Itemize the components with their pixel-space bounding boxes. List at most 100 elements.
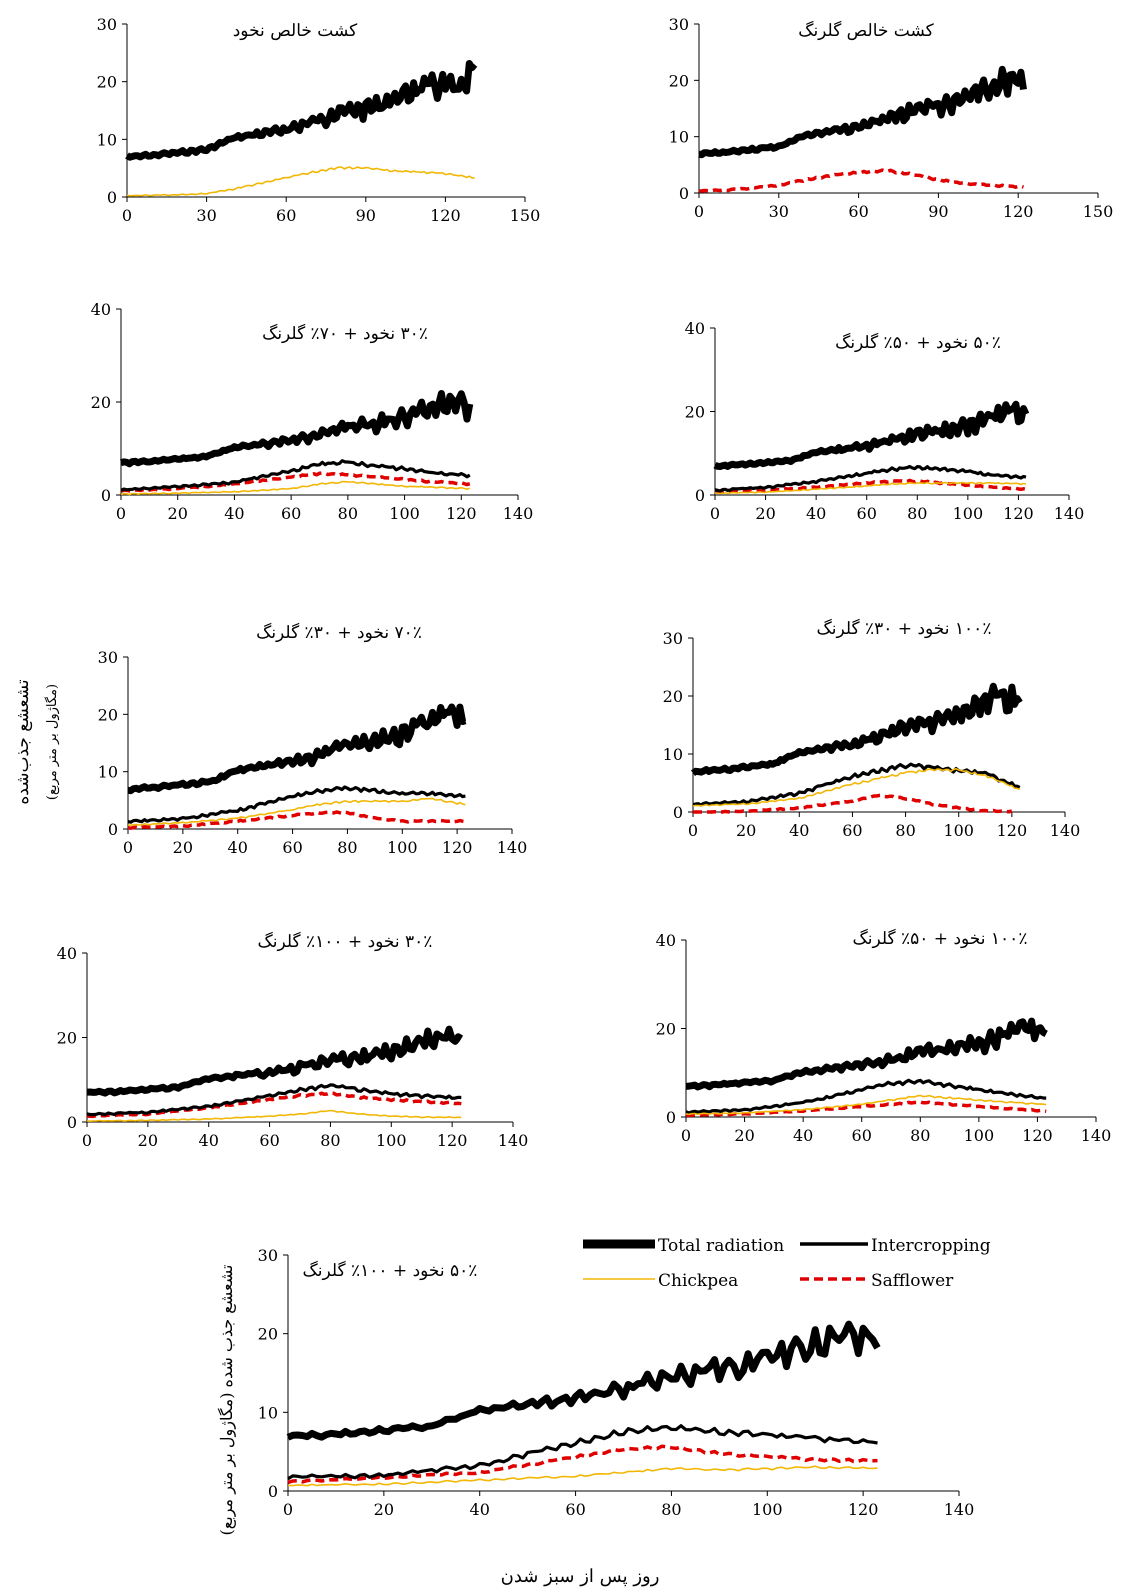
x-tick-label: 0	[681, 1126, 691, 1145]
chart-title: ۵۰٪ نخود + ۱۰۰٪ گلرنگ	[303, 1260, 478, 1281]
x-tick-label: 40	[793, 1126, 813, 1145]
x-tick-label: 20	[138, 1131, 158, 1150]
series-line-chick	[692, 767, 1021, 807]
y-tick-label: 20	[663, 687, 683, 706]
chart-panel-6: 0 20 40 60 80 100 120 140 0 10 20 30 ۱۰۰٪ نخود + ۳۰٪…	[663, 618, 1081, 840]
chart-panel-7: 0 20 40 60 80 100 120 140 0 20 40 ۳۰٪ نخود + ۱۰۰٪ گ…	[57, 931, 529, 1150]
series-line-total	[125, 60, 478, 161]
chart-panel-8: 0 20 40 60 80 100 120 140 0 20 40 ۱۰۰٪ نخود + ۵۰٪ گ…	[656, 928, 1112, 1145]
y-tick-label: 0	[268, 1482, 278, 1501]
x-tick-label: 80	[661, 1500, 681, 1519]
x-tick-label: 140	[497, 838, 528, 857]
x-tick-label: 90	[928, 202, 948, 221]
y-tick-label: 30	[258, 1246, 278, 1265]
left-y-axis-label: تشعشع جذب‌شده	[13, 679, 33, 804]
series-line-total	[685, 1017, 1048, 1091]
x-tick-label: 100	[964, 1126, 995, 1145]
x-tick-label: 120	[1003, 202, 1034, 221]
series-line-saff	[693, 793, 1013, 814]
y-tick-label: 40	[685, 319, 705, 338]
x-tick-label: 40	[470, 1500, 490, 1519]
legend-intercropping-label: Intercropping	[871, 1236, 991, 1256]
y-tick-label: 0	[666, 1108, 676, 1127]
chart-title: ۱۰۰٪ نخود + ۵۰٪ گلرنگ	[853, 928, 1028, 949]
y-tick-label: 10	[669, 128, 689, 147]
x-tick-label: 60	[276, 206, 296, 225]
x-tick-label: 120	[1022, 1126, 1053, 1145]
x-tick-label: 20	[374, 1500, 394, 1519]
series-line-inter	[127, 785, 466, 824]
x-tick-label: 120	[442, 838, 473, 857]
series-line-inter	[120, 459, 471, 492]
x-tick-label: 150	[510, 206, 541, 225]
series-line-saff	[699, 168, 1025, 193]
series-line-inter	[714, 464, 1027, 493]
x-tick-label: 150	[1083, 202, 1114, 221]
y-tick-label: 20	[57, 1029, 77, 1048]
x-tick-label: 60	[282, 838, 302, 857]
x-tick-label: 90	[356, 206, 376, 225]
y-tick-label: 20	[97, 73, 117, 92]
y-tick-label: 0	[695, 486, 705, 505]
x-tick-label: 120	[997, 821, 1028, 840]
series-line-chick	[86, 1109, 462, 1122]
bottom-y-axis-title: تشعشع جذب شده (مگاژول بر متر مربع)	[217, 1264, 236, 1535]
x-tick-label: 60	[281, 504, 301, 523]
x-tick-label: 40	[224, 504, 244, 523]
y-tick-label: 40	[57, 944, 77, 963]
chart-panel-1: 0 30 60 90 120 150 0 10 20 30 کشت خالص نخود	[97, 15, 541, 225]
series-line-chick	[126, 166, 475, 197]
x-tick-label: 100	[752, 1500, 783, 1519]
series-line-chick	[120, 480, 471, 496]
y-tick-label: 30	[663, 629, 683, 648]
series-line-total	[698, 65, 1027, 159]
x-tick-label: 0	[694, 202, 704, 221]
x-tick-label: 0	[283, 1500, 293, 1519]
x-tick-label: 40	[228, 838, 248, 857]
y-tick-label: 20	[685, 403, 705, 422]
x-tick-label: 100	[376, 1131, 407, 1150]
series-line-total	[690, 682, 1023, 777]
legend: Total radiation Intercropping Chickpea S…	[583, 1236, 991, 1291]
y-tick-label: 20	[258, 1325, 278, 1344]
series-line-total	[127, 703, 467, 795]
left-y-axis-sublabel: (مگاژول بر متر مربع)	[44, 684, 60, 800]
x-tick-label: 30	[769, 202, 789, 221]
y-tick-label: 10	[663, 745, 683, 764]
legend-total-label: Total radiation	[658, 1236, 784, 1256]
series-line-inter	[86, 1083, 462, 1117]
x-tick-label: 30	[196, 206, 216, 225]
y-tick-label: 40	[656, 931, 676, 950]
chart-panel-2: 0 30 60 90 120 150 0 10 20 30 کشت خالص گلرنگ	[669, 15, 1114, 221]
legend-chickpea-label: Chickpea	[658, 1271, 738, 1291]
chart-title: کشت خالص گلرنگ	[798, 20, 934, 41]
chart-title: ۳۰٪ نخود + ۱۰۰٪ گلرنگ	[258, 931, 433, 952]
series-line-total	[120, 390, 474, 468]
x-tick-label: 140	[1054, 504, 1085, 523]
series-line-inter	[287, 1424, 878, 1481]
chart-title: ۱۰۰٪ نخود + ۳۰٪ گلرنگ	[817, 618, 992, 639]
legend-safflower-label: Safflower	[871, 1271, 954, 1291]
y-tick-label: 20	[669, 71, 689, 90]
series-line-saff	[714, 478, 1027, 494]
x-tick-label: 0	[122, 206, 132, 225]
left-y-axis-subtitle: (مگاژول بر متر مربع)	[44, 684, 60, 800]
x-tick-label: 60	[565, 1500, 585, 1519]
series-line-inter	[685, 1078, 1047, 1115]
x-axis-title: روز پس از سبز شدن	[501, 1566, 660, 1587]
x-tick-label: 100	[389, 504, 420, 523]
x-tick-label: 0	[688, 821, 698, 840]
y-tick-label: 40	[91, 300, 111, 319]
x-tick-label: 20	[736, 821, 756, 840]
chart-title: ۳۰٪ نخود + ۷۰٪ گلرنگ	[262, 323, 428, 344]
series-line-total	[713, 400, 1030, 470]
series-line-chick	[287, 1465, 878, 1487]
x-tick-label: 140	[1050, 821, 1081, 840]
chart-panel-4: 0 20 40 60 80 100 120 140 0 20 40 ۵۰٪ نخود + ۵۰٪ گل…	[685, 319, 1085, 523]
y-tick-label: 0	[108, 820, 118, 839]
axis-lines	[287, 1255, 959, 1492]
series-line-saff	[685, 1100, 1047, 1118]
x-tick-label: 0	[710, 504, 720, 523]
y-tick-label: 10	[97, 130, 117, 149]
